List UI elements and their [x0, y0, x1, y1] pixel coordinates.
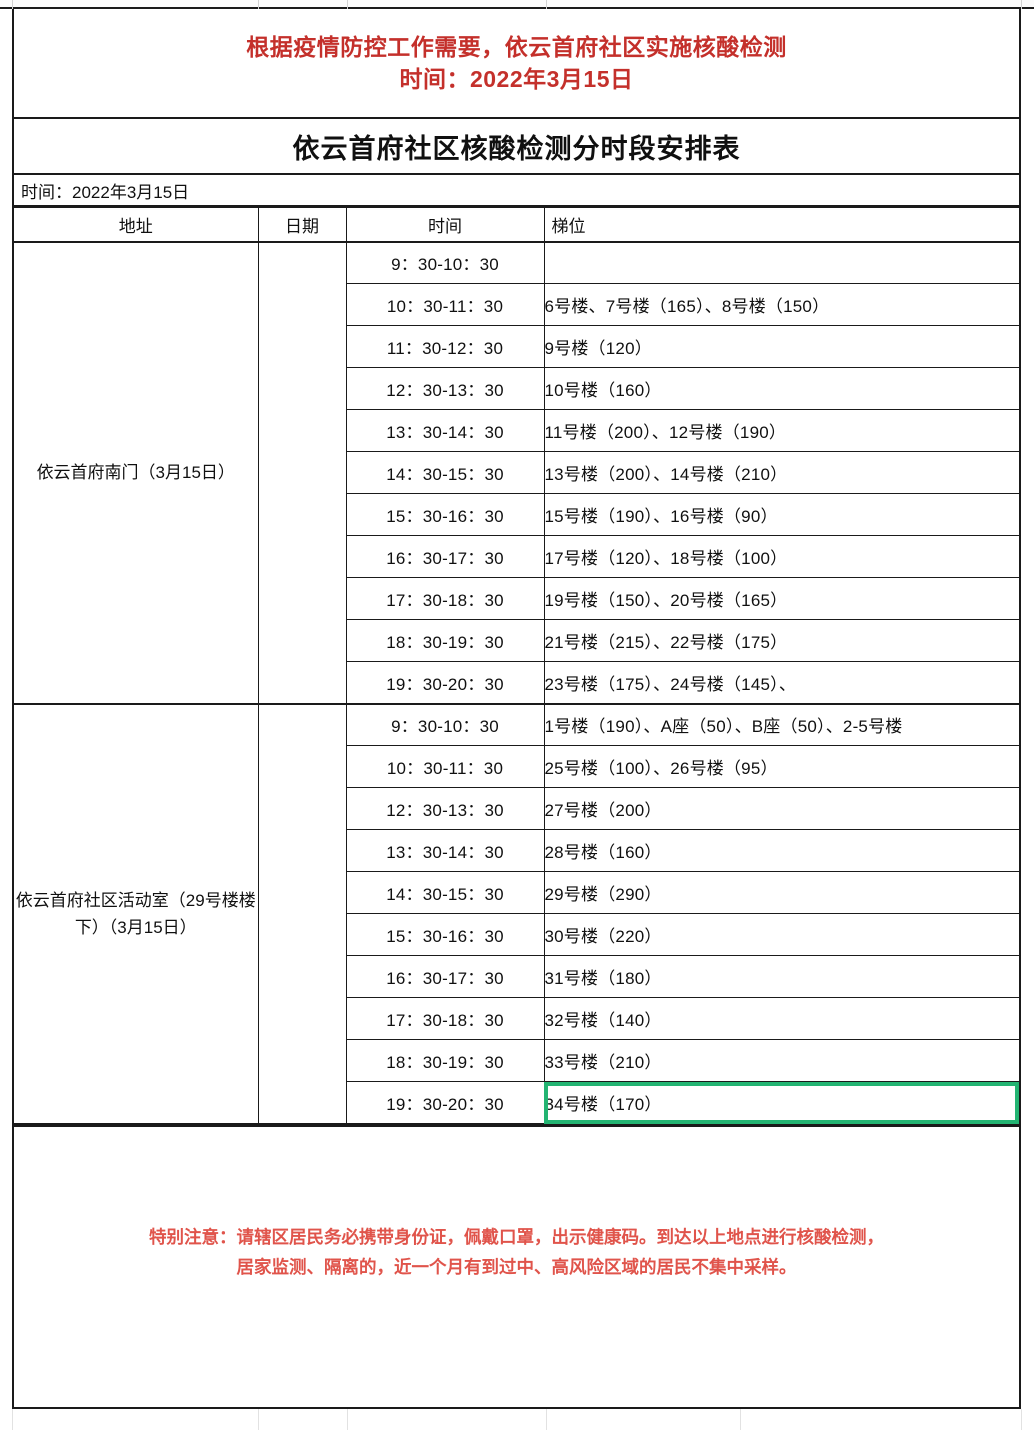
table-row: 依云首府南门（3月15日） 9：30-10：30 [14, 241, 1019, 705]
cell-slot: 19号楼（150）、20号楼（165） [543, 577, 1019, 620]
cell-time: 18：30-19：30 [346, 1039, 545, 1082]
cell-slot: 21号楼（215）、22号楼（175） [543, 619, 1019, 662]
cell-time: 16：30-17：30 [346, 535, 545, 578]
cell-time: 15：30-16：30 [346, 493, 545, 536]
cell-time: 11：30-12：30 [346, 325, 545, 368]
cell-time: 9：30-10：30 [345, 703, 545, 746]
page-title: 依云首府社区核酸检测分时段安排表 [14, 119, 1019, 175]
table-row: 13：30-14：30 11号楼（200）、12号楼（190） [14, 409, 1019, 452]
cell-time: 9：30-10：30 [345, 241, 545, 284]
schedule-table-body: 依云首府南门（3月15日） 9：30-10：30 10：30-11：30 6号楼、7号… [14, 241, 1019, 1125]
table-row: 18：30-19：30 21号楼（215）、22号楼（175） [14, 619, 1019, 662]
table-header-row: 地址 日期 时间 梯位 [14, 207, 1019, 243]
table-row: 19：30-20：30 23号楼（175）、24号楼（145）、 [14, 661, 1019, 705]
spreadsheet-gridline-strip-bottom [0, 1409, 1034, 1430]
table-row: 14：30-15：30 29号楼（290） [14, 871, 1019, 914]
spreadsheet-gridline-strip-top [0, 0, 1034, 9]
cell-time: 13：30-14：30 [346, 829, 545, 872]
cell-slot: 33号楼（210） [543, 1039, 1019, 1082]
cell-slot: 27号楼（200） [543, 787, 1019, 830]
cell-date [257, 241, 347, 705]
schedule-sheet: 根据疫情防控工作需要，依云首府社区实施核酸检测 时间：2022年3月15日 依云… [12, 9, 1021, 1409]
cell-address: 依云首府南门（3月15日） [14, 241, 259, 705]
sheet-date-line: 时间：2022年3月15日 [14, 175, 1019, 207]
cell-slot: 13号楼（200）、14号楼（210） [543, 451, 1019, 494]
table-row: 12：30-13：30 27号楼（200） [14, 787, 1019, 830]
cell-time: 14：30-15：30 [346, 871, 545, 914]
column-header-time: 时间 [345, 207, 545, 243]
cell-date [257, 703, 347, 1125]
table-row: 10：30-11：30 6号楼、7号楼（165）、8号楼（150） [14, 283, 1019, 326]
cell-time: 14：30-15：30 [346, 451, 545, 494]
table-row: 16：30-17：30 17号楼（120）、18号楼（100） [14, 535, 1019, 578]
cell-time: 15：30-16：30 [346, 913, 545, 956]
cell-time: 19：30-20：30 [346, 1081, 545, 1125]
column-header-address: 地址 [14, 207, 259, 243]
column-header-slot: 梯位 [543, 207, 1019, 243]
table-row: 依云首府社区活动室（29号楼楼下）（3月15日） 9：30-10：30 1号楼（19… [14, 703, 1019, 1125]
cell-slot: 9号楼（120） [543, 325, 1019, 368]
notice-line-1: 特别注意：请辖区居民务必携带身份证，佩戴口罩，出示健康码。到达以上地点进行核酸检… [149, 1226, 884, 1247]
cell-time: 13：30-14：30 [346, 409, 545, 452]
cell-slot: 11号楼（200）、12号楼（190） [543, 409, 1019, 452]
table-row: 19：30-20：30 34号楼（170） [14, 1081, 1019, 1125]
cell-slot: 31号楼（180） [543, 955, 1019, 998]
cell-time: 12：30-13：30 [346, 787, 545, 830]
cell-slot: 17号楼（120）、18号楼（100） [543, 535, 1019, 578]
cell-slot: 32号楼（140） [543, 997, 1019, 1040]
table-row: 15：30-16：30 15号楼（190）、16号楼（90） [14, 493, 1019, 536]
schedule-table: 地址 日期 时间 梯位 依云首府南门（3月15日） 9：30-10：30 10：30… [14, 207, 1019, 1125]
cell-time: 17：30-18：30 [346, 577, 545, 620]
table-row: 18：30-19：30 33号楼（210） [14, 1039, 1019, 1082]
cell-time: 19：30-20：30 [346, 661, 545, 705]
cell-slot: 28号楼（160） [543, 829, 1019, 872]
cell-time: 10：30-11：30 [346, 745, 545, 788]
table-row: 14：30-15：30 13号楼（200）、14号楼（210） [14, 451, 1019, 494]
cell-slot: 29号楼（290） [543, 871, 1019, 914]
cell-slot-highlighted: 34号楼（170） [543, 1081, 1019, 1125]
column-header-date: 日期 [257, 207, 347, 243]
cell-slot: 15号楼（190）、16号楼（90） [543, 493, 1019, 536]
cell-slot: 10号楼（160） [543, 367, 1019, 410]
cell-slot [543, 241, 1019, 284]
cell-slot: 1号楼（190）、A座（50）、B座（50）、2-5号楼 [543, 703, 1019, 746]
cell-time: 17：30-18：30 [346, 997, 545, 1040]
cell-slot: 6号楼、7号楼（165）、8号楼（150） [543, 283, 1019, 326]
table-row: 17：30-18：30 19号楼（150）、20号楼（165） [14, 577, 1019, 620]
cell-time: 10：30-11：30 [346, 283, 545, 326]
announcement-banner: 根据疫情防控工作需要，依云首府社区实施核酸检测 时间：2022年3月15日 [14, 9, 1019, 119]
cell-address: 依云首府社区活动室（29号楼楼下）（3月15日） [14, 703, 259, 1125]
notice-line-2: 居家监测、隔离的，近一个月有到过中、高风险区域的居民不集中采样。 [236, 1256, 797, 1277]
cell-slot: 30号楼（220） [543, 913, 1019, 956]
cell-time: 12：30-13：30 [346, 367, 545, 410]
announcement-line-1: 根据疫情防控工作需要，依云首府社区实施核酸检测 [246, 34, 787, 60]
special-notice: 特别注意：请辖区居民务必携带身份证，佩戴口罩，出示健康码。到达以上地点进行核酸检… [149, 1222, 884, 1282]
cell-slot: 25号楼（100）、26号楼（95） [543, 745, 1019, 788]
cell-slot: 23号楼（175）、24号楼（145）、 [543, 661, 1019, 705]
table-row: 15：30-16：30 30号楼（220） [14, 913, 1019, 956]
cell-time: 16：30-17：30 [346, 955, 545, 998]
cell-time: 18：30-19：30 [346, 619, 545, 662]
notice-area: 特别注意：请辖区居民务必携带身份证，佩戴口罩，出示健康码。到达以上地点进行核酸检… [14, 1124, 1019, 1377]
announcement-line-2: 时间：2022年3月15日 [399, 66, 634, 92]
